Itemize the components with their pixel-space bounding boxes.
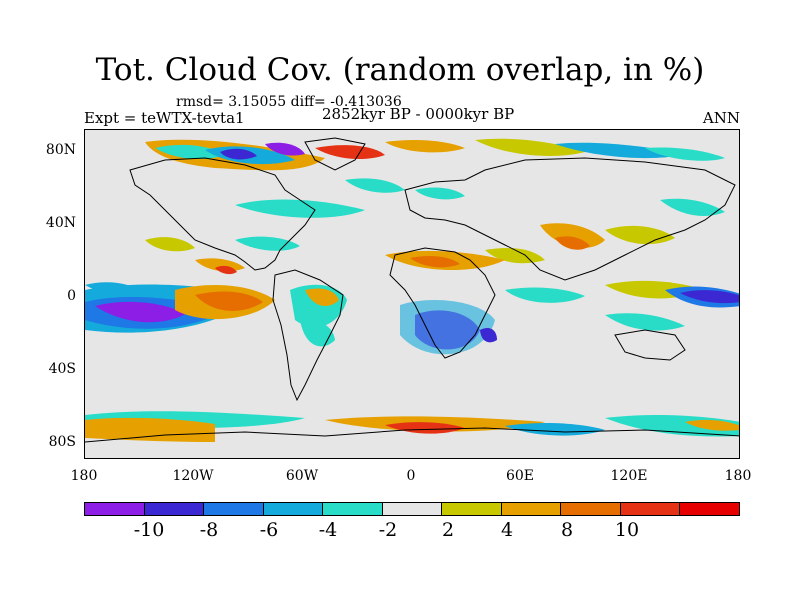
lon-label: 0 bbox=[406, 468, 416, 484]
colorbar-tick-label: 4 bbox=[500, 519, 514, 541]
map-panel bbox=[84, 129, 740, 459]
colorbar-segment bbox=[501, 503, 562, 515]
season-label: ANN bbox=[702, 109, 740, 127]
colorbar-tick-label: -2 bbox=[378, 519, 398, 541]
colorbar bbox=[84, 502, 740, 516]
lat-label: 0 bbox=[67, 288, 76, 304]
lon-label: 120W bbox=[172, 468, 214, 484]
coastlines bbox=[85, 137, 739, 443]
plot-title: Tot. Cloud Cov. (random overlap, in %) bbox=[95, 52, 705, 88]
lon-label: 180 bbox=[70, 468, 98, 484]
colorbar-tick-label: 2 bbox=[441, 519, 455, 541]
colorbar-tick-label: 10 bbox=[614, 519, 640, 541]
colorbar-segment bbox=[85, 503, 145, 515]
lon-label: 180 bbox=[724, 468, 752, 484]
colorbar-tick-label: -6 bbox=[259, 519, 279, 541]
colorbar-segment bbox=[382, 503, 443, 515]
colorbar-segment bbox=[680, 503, 740, 515]
lon-label: 120E bbox=[610, 468, 648, 484]
colorbar-tick-label: -4 bbox=[318, 519, 338, 541]
colorbar-segment bbox=[263, 503, 324, 515]
lon-label: 60W bbox=[285, 468, 319, 484]
lat-label: 40N bbox=[45, 215, 76, 231]
colorbar-tick-label: -10 bbox=[133, 519, 165, 541]
colorbar-segment bbox=[620, 503, 681, 515]
experiment-label: Expt = teWTX-tevta1 bbox=[84, 109, 245, 127]
colorbar-tick-label: -8 bbox=[199, 519, 219, 541]
stats-text: rmsd= 3.15055 diff= -0.413036 bbox=[176, 94, 402, 110]
lat-label: 80S bbox=[48, 434, 76, 450]
period-label: 2852kyr BP - 0000kyr BP bbox=[322, 105, 515, 123]
colorbar-tick-label: 8 bbox=[560, 519, 574, 541]
colorbar-segment bbox=[323, 503, 383, 515]
anomaly-fields bbox=[85, 138, 739, 442]
map-svg bbox=[85, 137, 739, 443]
lon-label: 60E bbox=[505, 468, 535, 484]
colorbar-segment bbox=[204, 503, 264, 515]
colorbar-segment bbox=[442, 503, 502, 515]
lat-label: 80N bbox=[45, 142, 76, 158]
colorbar-segment bbox=[561, 503, 621, 515]
lat-label: 40S bbox=[48, 361, 76, 377]
colorbar-segment bbox=[144, 503, 205, 515]
